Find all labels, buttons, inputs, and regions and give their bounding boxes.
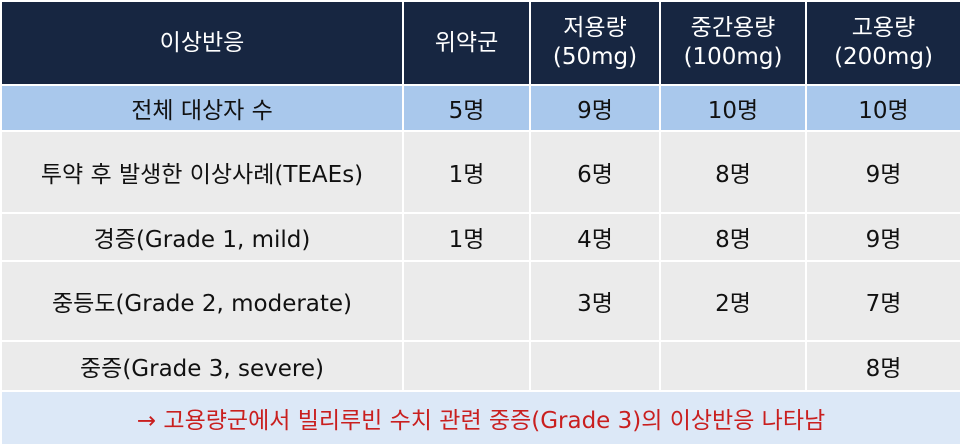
cell-high-dose: 9명 [805, 130, 960, 214]
total-subjects-row: 전체 대상자 수 5명 9명 10명 10명 [0, 84, 960, 132]
table-row: 투약 후 발생한 이상사례(TEAEs) 1명 6명 8명 9명 [0, 130, 960, 214]
cell-high-dose: 7명 [805, 260, 960, 342]
table-header-row: 이상반응 위약군 저용량 (50mg) 중간용량 (100mg) 고용량 (20… [0, 0, 960, 86]
cell-low-dose [529, 340, 661, 392]
header-adverse-reaction: 이상반응 [0, 0, 404, 86]
row-label: 전체 대상자 수 [0, 84, 404, 132]
header-high-dose-name: 고용량 [851, 15, 916, 41]
table-row: 중등도(Grade 2, moderate) 3명 2명 7명 [0, 260, 960, 342]
header-placebo: 위약군 [402, 0, 531, 86]
cell-mid-dose: 10명 [659, 84, 807, 132]
cell-placebo: 1명 [402, 212, 531, 262]
note-row: → 고용량군에서 빌리루빈 수치 관련 중증(Grade 3)의 이상반응 나타… [0, 390, 960, 446]
header-high-dose: 고용량 (200mg) [805, 0, 960, 86]
cell-low-dose: 3명 [529, 260, 661, 342]
cell-mid-dose: 2명 [659, 260, 807, 342]
table-row: 경증(Grade 1, mild) 1명 4명 8명 9명 [0, 212, 960, 262]
cell-mid-dose: 8명 [659, 212, 807, 262]
header-low-dose-name: 저용량 [563, 15, 627, 41]
row-label: 중등도(Grade 2, moderate) [0, 260, 404, 342]
cell-mid-dose: 8명 [659, 130, 807, 214]
cell-low-dose: 6명 [529, 130, 661, 214]
cell-placebo: 5명 [402, 84, 531, 132]
header-mid-dose-amount: (100mg) [683, 44, 783, 70]
cell-placebo: 1명 [402, 130, 531, 214]
cell-high-dose: 9명 [805, 212, 960, 262]
cell-placebo [402, 260, 531, 342]
row-label: 중증(Grade 3, severe) [0, 340, 404, 392]
note-text: → 고용량군에서 빌리루빈 수치 관련 중증(Grade 3)의 이상반응 나타… [0, 390, 960, 446]
row-label: 경증(Grade 1, mild) [0, 212, 404, 262]
cell-low-dose: 4명 [529, 212, 661, 262]
header-high-dose-amount: (200mg) [834, 44, 933, 70]
row-label: 투약 후 발생한 이상사례(TEAEs) [0, 130, 404, 214]
cell-high-dose: 10명 [805, 84, 960, 132]
header-low-dose-amount: (50mg) [552, 44, 638, 70]
cell-low-dose: 9명 [529, 84, 661, 132]
table-row: 중증(Grade 3, severe) 8명 [0, 340, 960, 392]
header-low-dose: 저용량 (50mg) [529, 0, 661, 86]
cell-mid-dose [659, 340, 807, 392]
cell-placebo [402, 340, 531, 392]
cell-high-dose: 8명 [805, 340, 960, 392]
header-mid-dose-name: 중간용량 [690, 15, 776, 41]
header-mid-dose: 중간용량 (100mg) [659, 0, 807, 86]
